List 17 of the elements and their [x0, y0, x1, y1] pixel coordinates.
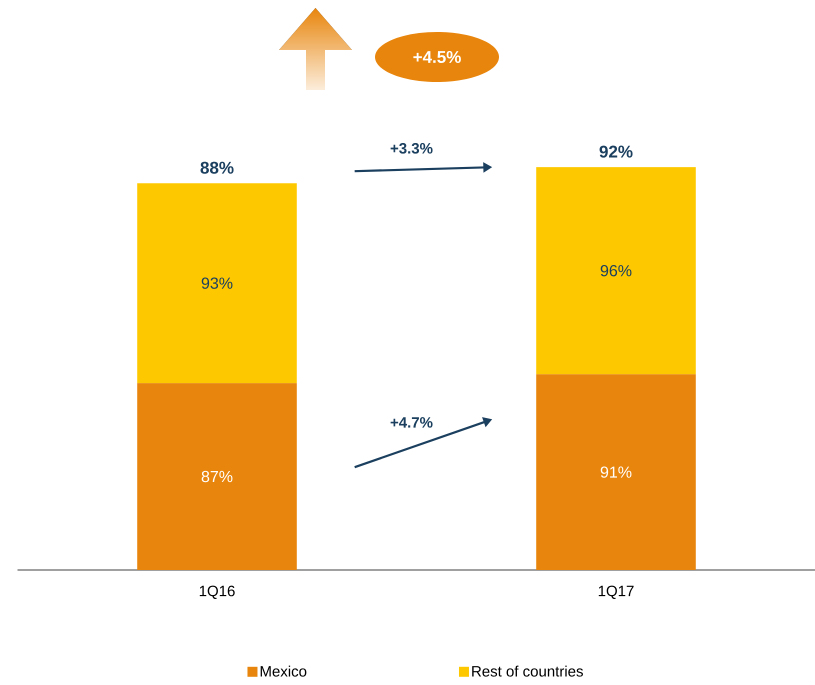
annotation: 93% — [202, 278, 232, 289]
bar — [137, 183, 297, 384]
annotation: 88% — [200, 162, 234, 174]
annotation: 91% — [600, 466, 632, 478]
text: +3.3% — [390, 143, 433, 154]
annotation: +4.7% — [390, 417, 433, 428]
legend-label: Rest of countries — [472, 666, 583, 677]
annotation: 87% — [202, 470, 232, 482]
text: +4.5% — [413, 50, 461, 63]
text: 92% — [600, 146, 633, 158]
bar — [137, 383, 297, 570]
bar — [536, 374, 696, 570]
bar — [536, 167, 696, 374]
x-tick-label: 1Q17 — [598, 586, 634, 599]
legend-label: Mexico — [260, 666, 306, 677]
annotation: 96% — [600, 265, 632, 276]
x-tick-label: 1Q16 — [200, 586, 235, 599]
